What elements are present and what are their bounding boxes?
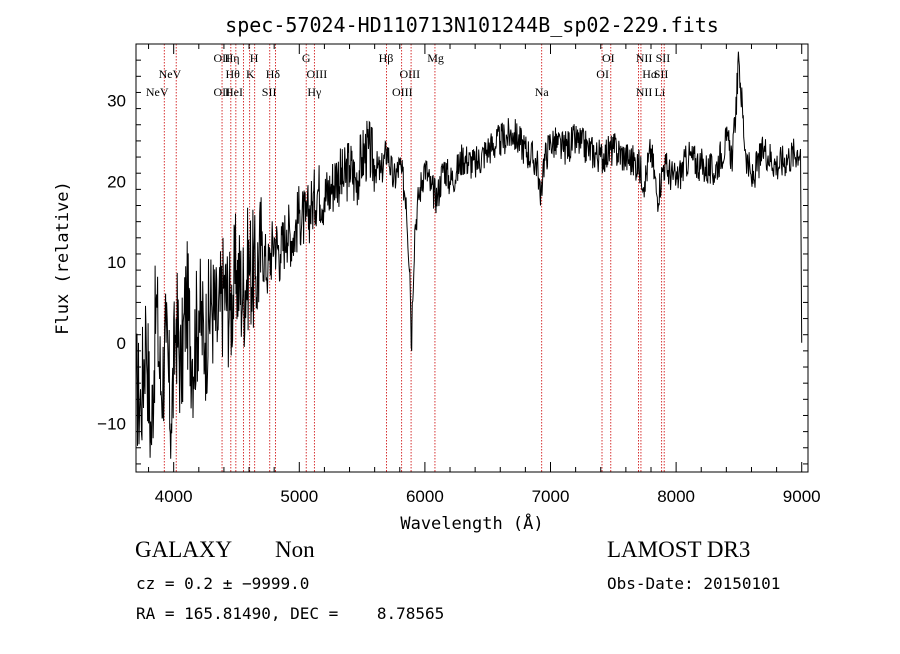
x-tick-label: 9000 xyxy=(783,487,821,506)
line-label-14: Hβ xyxy=(379,51,394,65)
line-label-19: OI xyxy=(602,51,615,65)
line-label-24: SII xyxy=(654,67,669,81)
line-label-3: OII xyxy=(213,85,230,99)
line-label-0: NeV xyxy=(146,85,169,99)
x-tick-label: 8000 xyxy=(657,487,695,506)
line-label-15: OIII xyxy=(399,67,420,81)
y-axis-label: Flux (relative) xyxy=(53,181,73,335)
x-tick-label: 6000 xyxy=(406,487,444,506)
survey-name: LAMOST DR3 xyxy=(607,537,751,562)
line-label-17: Mg xyxy=(427,51,444,65)
chart-title: spec-57024-HD110713N101244B_sp02-229.fit… xyxy=(225,13,719,37)
ra-dec-coords: RA = 165.81490, DEC = 8.78565 xyxy=(136,604,445,623)
line-label-7: H xyxy=(250,51,259,65)
redshift-cz: cz = 0.2 ± −9999.0 xyxy=(136,574,310,593)
obs-date: Obs-Date: 20150101 xyxy=(607,574,781,593)
x-tick-label: 5000 xyxy=(280,487,318,506)
y-axis: −10 0 10 20 30 xyxy=(97,59,808,465)
line-label-18: Na xyxy=(535,85,550,99)
x-tick-label: 7000 xyxy=(532,487,570,506)
y-tick-label: 20 xyxy=(107,172,126,191)
line-label-23: Hα xyxy=(642,67,658,81)
line-label-25: NII xyxy=(636,85,653,99)
line-label-8: K xyxy=(246,67,255,81)
object-subclass: Non xyxy=(275,537,315,562)
line-label-20: OI xyxy=(596,67,609,81)
line-label-9: Hδ xyxy=(266,67,281,81)
line-label-12: OIII xyxy=(307,67,328,81)
line-label-5: Hθ xyxy=(226,67,241,81)
line-label-22: SII xyxy=(656,51,671,65)
line-label-16: OIII xyxy=(392,85,413,99)
x-axis: 4000 5000 6000 7000 8000 9000 xyxy=(148,44,821,506)
flux-series-line xyxy=(135,51,803,459)
y-tick-label: 10 xyxy=(107,253,126,272)
line-label-26: Li xyxy=(654,85,665,99)
line-label-11: G xyxy=(302,51,311,65)
x-axis-label: Wavelength (Å) xyxy=(400,512,543,534)
line-label-21: NII xyxy=(636,51,653,65)
line-label-4: Hη xyxy=(225,51,240,65)
line-label-13: Hγ xyxy=(307,85,322,99)
object-class: GALAXY xyxy=(135,537,233,562)
y-tick-label: 30 xyxy=(107,92,126,111)
line-label-1: NeV xyxy=(159,67,182,81)
line-label-10: SII xyxy=(262,85,277,99)
line-label-2: OII xyxy=(213,51,230,65)
line-label-6: HeI xyxy=(225,85,243,99)
plot-frame xyxy=(135,43,809,473)
x-tick-label: 4000 xyxy=(155,487,193,506)
y-tick-label: 0 xyxy=(117,334,126,353)
y-tick-label: −10 xyxy=(97,415,126,434)
